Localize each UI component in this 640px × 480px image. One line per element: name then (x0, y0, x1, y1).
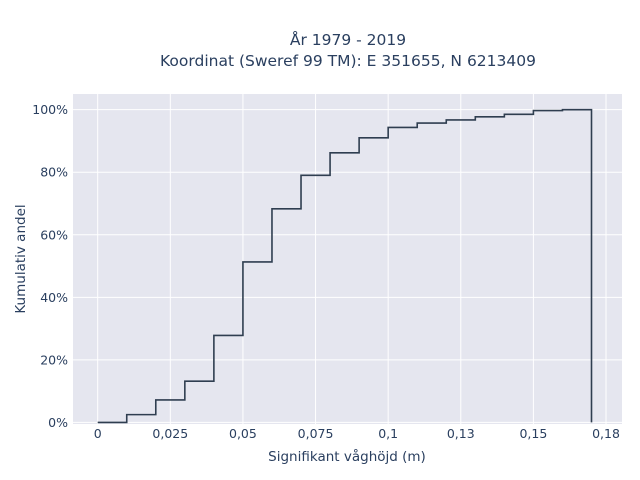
x-gridlines (97, 94, 607, 424)
x-tick-label: 0,18 (592, 426, 620, 441)
y-tick-labels: 0% 20% 40% 60% 80% 100% (32, 102, 68, 430)
x-tick-label: 0,15 (519, 426, 547, 441)
plot-background (73, 94, 622, 424)
y-gridlines (73, 109, 622, 423)
y-tick-label: 100% (32, 102, 68, 117)
chart-title-line-1: År 1979 - 2019 (290, 30, 406, 49)
x-tick-label: 0,1 (378, 426, 398, 441)
y-tick-label: 20% (40, 352, 68, 367)
x-tick-label: 0,075 (298, 426, 334, 441)
x-tick-labels: 0 0,025 0,05 0,075 0,1 0,13 0,15 0,18 (94, 426, 620, 441)
y-tick-label: 60% (40, 227, 68, 242)
y-axis-title: Kumulativ andel (13, 204, 29, 313)
x-axis-title: Signifikant våghöjd (m) (268, 448, 426, 465)
y-tick-label: 40% (40, 290, 68, 305)
cumulative-step-line (97, 108, 593, 424)
chart-title-line-2: Koordinat (Sweref 99 TM): E 351655, N 62… (160, 52, 536, 70)
x-tick-label: 0,13 (447, 426, 475, 441)
x-tick-label: 0,05 (229, 426, 257, 441)
x-tick-label: 0,025 (152, 426, 188, 441)
y-tick-label: 0% (48, 415, 68, 430)
x-tick-label: 0 (94, 426, 102, 441)
y-tick-label: 80% (40, 165, 68, 180)
